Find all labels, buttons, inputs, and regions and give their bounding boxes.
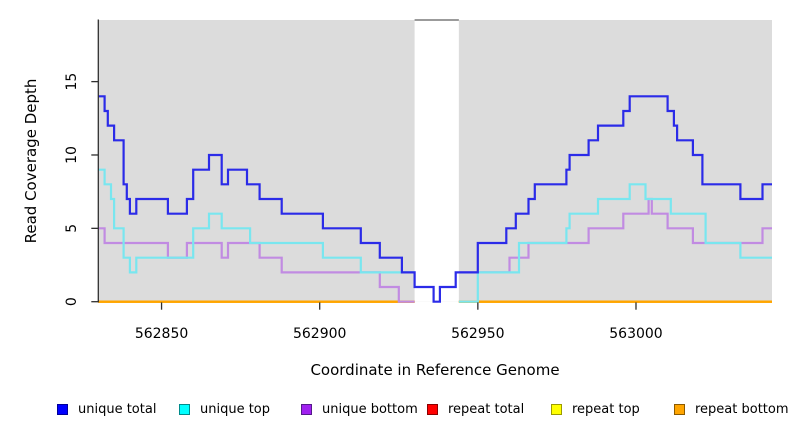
- series-line-unique-bottom: [458, 197, 772, 274]
- series-line-unique-top: [98, 168, 415, 274]
- legend-item-repeat-total: repeat total: [427, 401, 524, 417]
- legend-swatch-icon: [301, 403, 312, 415]
- x-tick-label: 562900: [293, 326, 346, 342]
- x-axis-title: Coordinate in Reference Genome: [310, 361, 560, 379]
- x-tick-label: 562950: [451, 326, 504, 342]
- legend-label: unique total: [78, 401, 157, 417]
- legend: unique total unique top unique bottom repea…: [0, 401, 792, 421]
- legend-item-repeat-bottom: repeat bottom: [674, 401, 789, 417]
- y-tick-label: 0: [64, 297, 80, 306]
- legend-item-unique-total: unique total: [57, 401, 156, 417]
- series-line-unique-top: [458, 183, 772, 303]
- legend-swatch-icon: [551, 403, 562, 415]
- legend-label: repeat top: [572, 401, 640, 417]
- coverage-plot-canvas: 0 5 10 15 562850 562900 562950 563000: [64, 19, 773, 342]
- legend-swatch-icon: [427, 403, 438, 415]
- y-tick-label: 5: [64, 224, 80, 233]
- x-tick-label: 563000: [609, 326, 662, 342]
- legend-swatch-icon: [674, 403, 685, 415]
- legend-item-unique-bottom: unique bottom: [301, 401, 418, 417]
- y-axis-title: Read Coverage Depth: [22, 78, 40, 244]
- legend-item-unique-top: unique top: [179, 401, 270, 417]
- legend-label: unique top: [200, 401, 271, 417]
- y-tick-label: 15: [64, 73, 80, 91]
- gap-region: [414, 20, 459, 302]
- legend-label: unique bottom: [322, 401, 418, 417]
- legend-label: repeat bottom: [695, 401, 789, 417]
- legend-item-repeat-top: repeat top: [551, 401, 640, 417]
- legend-label: repeat total: [448, 401, 525, 417]
- legend-swatch-icon: [179, 403, 190, 415]
- series-line-unique-total: [98, 95, 772, 303]
- legend-swatch-icon: [57, 403, 68, 415]
- series-line-unique-bottom: [98, 227, 415, 303]
- y-tick-label: 10: [64, 146, 80, 164]
- x-tick-label: 562850: [135, 326, 188, 342]
